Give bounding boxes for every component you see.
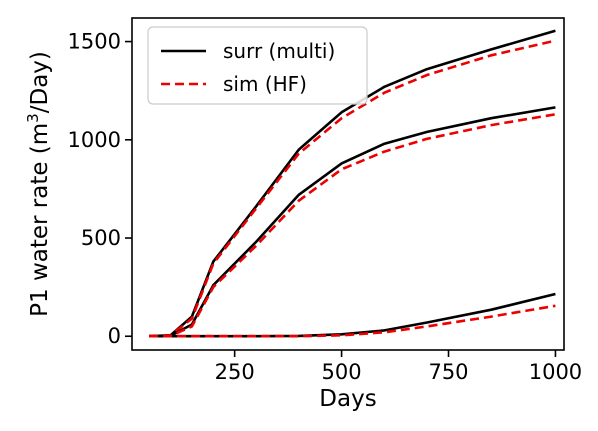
legend-label-surr: surr (multi) xyxy=(223,39,335,63)
x-tick-label: 250 xyxy=(215,360,255,384)
x-axis-label: Days xyxy=(319,386,376,412)
legend: surr (multi) sim (HF) xyxy=(147,26,368,105)
x-tick-label: 500 xyxy=(322,360,362,384)
series-line-6 xyxy=(149,304,556,338)
series-line-5 xyxy=(149,292,556,338)
x-tick-label: 750 xyxy=(428,360,468,384)
y-tick-label: 500 xyxy=(81,226,121,250)
x-tick-label: 1000 xyxy=(529,360,582,384)
series-layer xyxy=(149,29,556,338)
plot-frame xyxy=(131,17,565,351)
x-axis-ticks: 250 500 750 1000 xyxy=(215,350,582,384)
y-tick-label: 1500 xyxy=(68,30,121,54)
series-line-4 xyxy=(149,113,556,338)
y-tick-label: 0 xyxy=(108,324,121,348)
y-tick-label: 1000 xyxy=(68,128,121,152)
series-line-2 xyxy=(149,39,556,338)
legend-label-sim: sim (HF) xyxy=(223,72,307,96)
y-axis-label-superscript: 3 xyxy=(24,113,42,123)
legend-box xyxy=(147,26,368,105)
y-axis-ticks: 0 500 1000 1500 xyxy=(68,30,132,348)
y-axis-label: P1 water rate (m3/Day) xyxy=(24,51,53,317)
series-line-1 xyxy=(149,29,556,338)
series-line-3 xyxy=(149,106,556,338)
